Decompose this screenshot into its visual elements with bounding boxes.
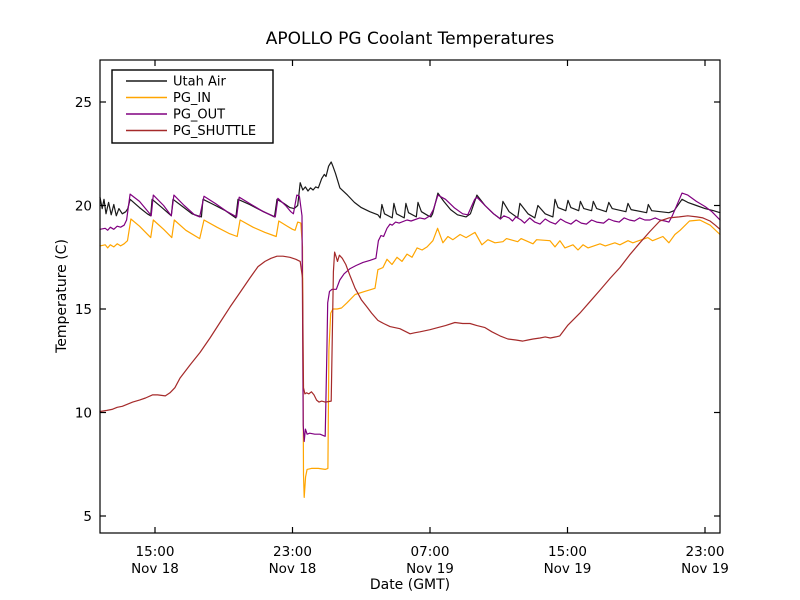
plot-frame bbox=[99, 59, 721, 534]
series-line-pg-out bbox=[99, 192, 721, 443]
x-tick-time-label: 23:00 bbox=[686, 544, 725, 560]
y-tick-label: 25 bbox=[75, 95, 92, 111]
y-axis-label: Temperature (C) bbox=[54, 239, 70, 354]
x-tick-date-label: Nov 18 bbox=[269, 561, 317, 577]
axis-ticks bbox=[100, 60, 720, 533]
y-tick-label: 5 bbox=[83, 509, 92, 525]
x-tick-date-label: Nov 19 bbox=[406, 561, 454, 577]
y-tick-label: 20 bbox=[75, 199, 92, 215]
series-line-utah-air bbox=[99, 161, 721, 220]
legend-label-utah-air: Utah Air bbox=[173, 75, 226, 90]
series-lines bbox=[99, 161, 721, 498]
series-line-pg-in bbox=[99, 218, 721, 498]
legend-label-pg-in: PG_IN bbox=[173, 91, 211, 106]
legend-box bbox=[111, 69, 274, 144]
legend-label-pg-out: PG_OUT bbox=[173, 108, 225, 123]
x-axis-label: Date (GMT) bbox=[370, 577, 450, 593]
x-tick-date-label: Nov 18 bbox=[131, 561, 179, 577]
x-tick-time-label: 15:00 bbox=[136, 544, 175, 560]
y-tick-label: 10 bbox=[75, 406, 92, 422]
x-tick-time-label: 07:00 bbox=[411, 544, 450, 560]
x-tick-time-label: 15:00 bbox=[548, 544, 587, 560]
chart-title: APOLLO PG Coolant Temperatures bbox=[266, 29, 555, 49]
legend-label-pg-shuttle: PG_SHUTTLE bbox=[173, 124, 256, 139]
y-tick-label: 15 bbox=[75, 302, 92, 318]
x-tick-time-label: 23:00 bbox=[273, 544, 312, 560]
series-line-pg-shuttle bbox=[99, 215, 721, 413]
x-tick-date-label: Nov 19 bbox=[681, 561, 729, 577]
x-tick-date-label: Nov 19 bbox=[544, 561, 592, 577]
